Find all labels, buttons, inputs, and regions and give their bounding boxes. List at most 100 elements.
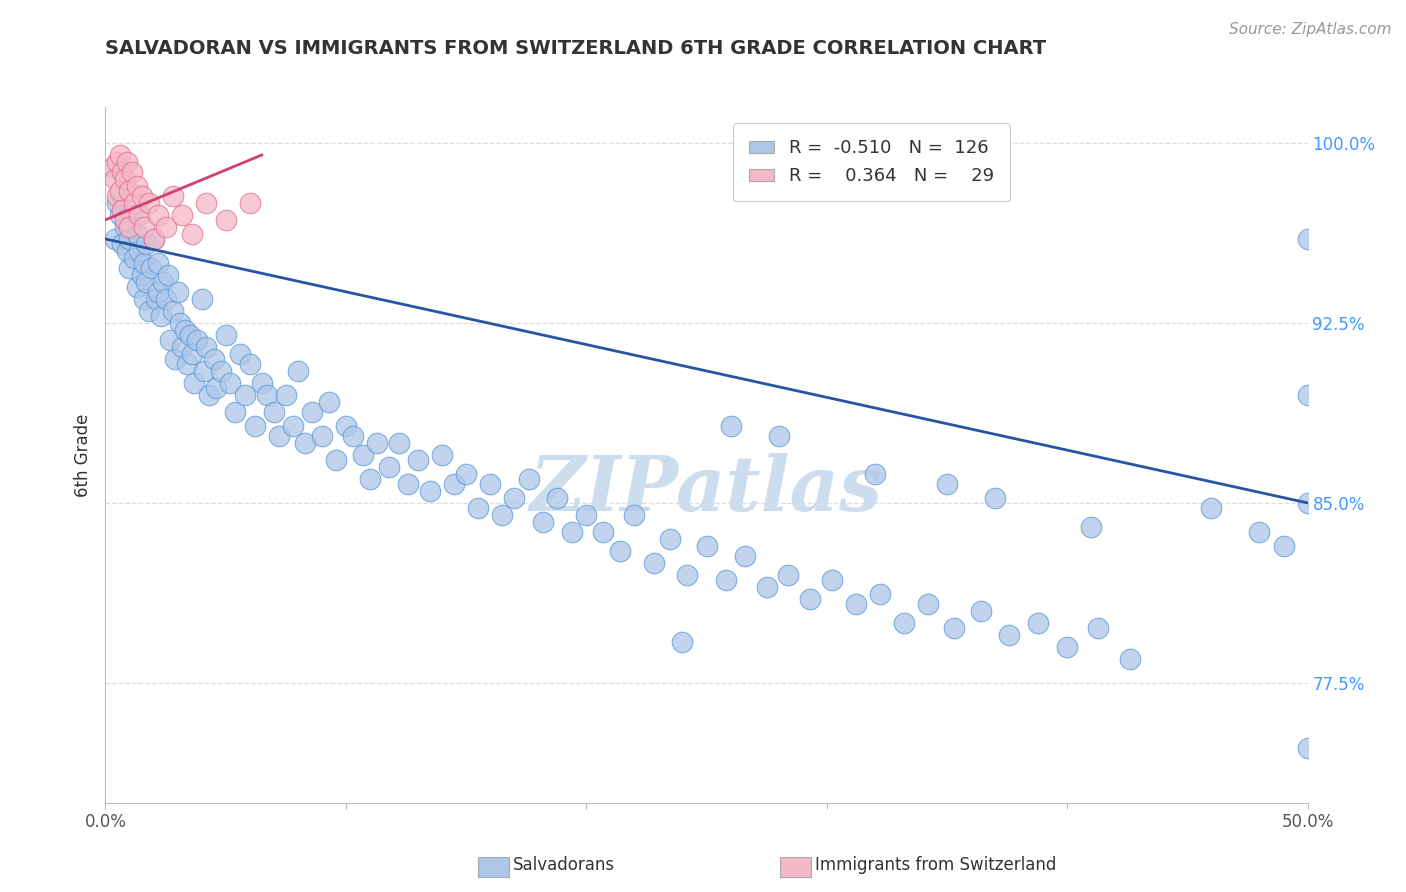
Point <box>1296 232 1319 246</box>
Point <box>132 256 155 270</box>
Point <box>546 491 568 505</box>
Point <box>714 573 737 587</box>
Point <box>224 405 246 419</box>
Point <box>114 172 136 186</box>
Point <box>111 165 134 179</box>
Point <box>179 328 201 343</box>
Point <box>623 508 645 522</box>
Point <box>984 491 1007 505</box>
Point <box>108 184 131 198</box>
Point <box>128 208 150 222</box>
Point <box>114 219 136 234</box>
Point <box>162 304 184 318</box>
Point <box>592 524 614 539</box>
Point <box>108 208 131 222</box>
Point <box>1080 520 1102 534</box>
Point <box>239 196 262 211</box>
Point <box>198 388 221 402</box>
Point <box>148 256 170 270</box>
Point <box>104 232 127 246</box>
Point <box>181 227 204 242</box>
Point <box>214 328 236 343</box>
Point <box>118 260 141 275</box>
Point <box>162 189 184 203</box>
Point <box>118 184 141 198</box>
Point <box>193 364 215 378</box>
Point <box>156 268 179 282</box>
Point <box>142 232 165 246</box>
Point <box>659 532 682 546</box>
Point <box>311 428 333 442</box>
Text: Salvadorans: Salvadorans <box>513 856 616 874</box>
Point <box>111 236 134 251</box>
Point <box>845 597 868 611</box>
Point <box>107 189 129 203</box>
Point <box>107 196 129 211</box>
Point <box>239 357 262 371</box>
Point <box>149 309 172 323</box>
Point <box>195 340 218 354</box>
Point <box>917 597 939 611</box>
Point <box>107 155 129 169</box>
Point <box>294 436 316 450</box>
Point <box>325 452 347 467</box>
Point <box>138 304 160 318</box>
Point <box>172 340 194 354</box>
Point <box>575 508 598 522</box>
Point <box>274 388 297 402</box>
Point <box>118 219 141 234</box>
Point <box>696 539 718 553</box>
Point <box>205 381 228 395</box>
Point <box>768 428 790 442</box>
Point <box>1272 539 1295 553</box>
Point <box>454 467 477 482</box>
Point <box>467 500 489 515</box>
Point <box>131 268 153 282</box>
Point <box>124 196 146 211</box>
Point <box>281 419 304 434</box>
Point <box>378 459 401 474</box>
Point <box>430 448 453 462</box>
Text: Immigrants from Switzerland: Immigrants from Switzerland <box>815 856 1057 874</box>
Point <box>114 212 136 227</box>
Point <box>115 244 138 258</box>
Point <box>243 419 266 434</box>
Point <box>169 316 191 330</box>
Point <box>503 491 526 505</box>
Point <box>643 556 665 570</box>
Point <box>342 428 364 442</box>
Point <box>181 347 204 361</box>
Point <box>138 196 160 211</box>
Point <box>820 573 842 587</box>
Point <box>172 208 194 222</box>
Point <box>145 292 167 306</box>
Point <box>443 476 465 491</box>
Point <box>1296 496 1319 510</box>
Point <box>166 285 188 299</box>
Point <box>202 351 225 366</box>
Text: SALVADORAN VS IMMIGRANTS FROM SWITZERLAND 6TH GRADE CORRELATION CHART: SALVADORAN VS IMMIGRANTS FROM SWITZERLAN… <box>105 39 1046 58</box>
Point <box>195 196 218 211</box>
Point <box>419 483 441 498</box>
Point <box>1201 500 1223 515</box>
Point <box>132 219 155 234</box>
Y-axis label: 6th Grade: 6th Grade <box>73 413 91 497</box>
Point <box>155 292 177 306</box>
Point <box>190 292 212 306</box>
Point <box>720 419 742 434</box>
Point <box>267 428 290 442</box>
Point <box>676 567 699 582</box>
Point <box>128 244 150 258</box>
Point <box>778 567 800 582</box>
Point <box>121 208 143 222</box>
Point <box>1056 640 1078 654</box>
Point <box>998 628 1021 642</box>
Point <box>139 260 162 275</box>
Point <box>152 275 174 289</box>
Point <box>148 208 170 222</box>
Point <box>531 515 554 529</box>
Point <box>609 544 631 558</box>
Point <box>219 376 242 390</box>
Point <box>517 472 540 486</box>
Point <box>936 476 959 491</box>
